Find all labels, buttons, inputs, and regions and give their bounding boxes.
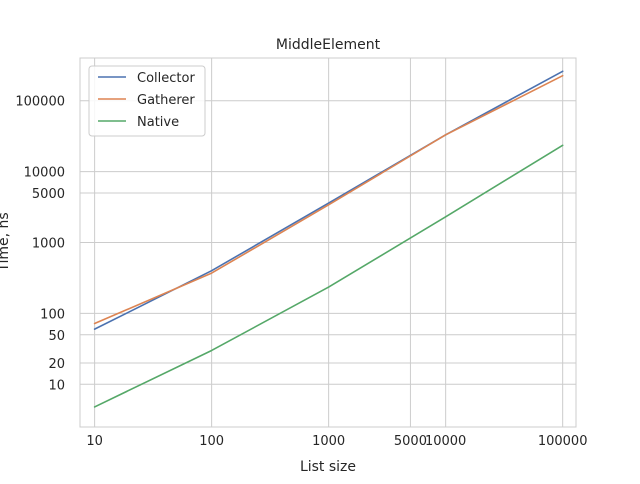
x-tick-label: 100000 [538,434,588,449]
y-tick-label: 100 [40,307,65,322]
y-axis-label: Time, ns [0,212,12,272]
series-layer [93,70,564,408]
y-tick-label: 10000 [24,166,65,181]
legend-label-gatherer: Gatherer [137,93,195,108]
series-line-native [93,144,564,408]
y-tick-label: 50 [48,329,65,344]
plot-area-frame [79,57,577,428]
y-tick-label: 5000 [32,187,65,202]
legend-box [88,65,206,137]
legend-label-collector: Collector [137,71,195,86]
y-tick-label: 100000 [15,95,65,110]
x-tick-label: 100 [199,434,224,449]
chart-title: MiddleElement [276,37,381,53]
x-tick-label: 10000 [425,434,466,449]
x-tick-label: 1000 [312,434,345,449]
y-tick-label: 1000 [32,237,65,252]
series-line-gatherer [93,74,564,325]
legend-label-native: Native [137,115,179,130]
x-tick-label: 10 [86,434,103,449]
y-tick-label: 10 [48,378,65,393]
x-axis-label: List size [300,459,356,475]
grid-layer [80,58,576,427]
y-tick-label: 20 [48,357,65,372]
legend: Collector Gatherer Native [88,65,206,137]
x-tick-label: 5000 [394,434,427,449]
